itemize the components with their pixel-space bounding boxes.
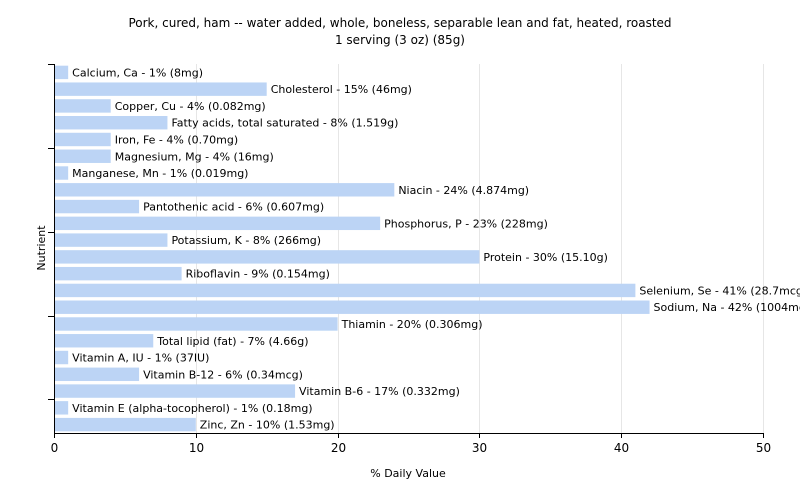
bar [55,166,69,180]
bar [55,350,69,365]
bar-label: Iron, Fe - 4% (0.70mg) [115,133,238,146]
bar [55,283,636,298]
x-tick-label: 50 [756,441,771,455]
bar [55,82,267,96]
bar [55,401,69,415]
bars-group: Calcium, Ca - 1% (8mg) Cholesterol - 15% … [55,65,800,432]
bar [55,199,140,214]
bar-label: Vitamin E (alpha-tocopherol) - 1% (0.18m… [72,402,312,415]
bar [55,65,69,80]
x-tick-label: 30 [472,441,487,455]
bar-label: Vitamin B-12 - 6% (0.34mcg) [143,368,303,381]
bar-label: Thiamin - 20% (0.306mg) [341,318,483,331]
x-tick-label: 20 [331,441,346,455]
bar [55,266,182,281]
bar [55,334,154,348]
bar-label: Total lipid (fat) - 7% (4.66g) [156,335,308,348]
x-tick-label: 40 [614,441,629,455]
bar [55,317,338,331]
bar-label: Manganese, Mn - 1% (0.019mg) [72,167,248,180]
bar-label: Vitamin B-6 - 17% (0.332mg) [299,385,460,398]
bar-label: Protein - 30% (15.10g) [483,251,608,264]
bar-label: Fatty acids, total saturated - 8% (1.519… [171,117,398,130]
bar-label: Copper, Cu - 4% (0.082mg) [115,100,266,113]
bar [55,384,296,398]
bar-label: Potassium, K - 8% (266mg) [171,234,321,247]
bar-label: Riboflavin - 9% (0.154mg) [186,268,330,281]
bar [55,216,381,231]
bar-label: Niacin - 24% (4.874mg) [398,184,529,197]
bar [55,149,111,163]
y-axis-label: Nutrient [35,225,48,271]
bar-label: Vitamin A, IU - 1% (37IU) [72,352,209,365]
bar-label: Cholesterol - 15% (46mg) [271,83,412,96]
bar [55,300,650,314]
bar-label: Magnesium, Mg - 4% (16mg) [115,150,274,163]
bar [55,367,140,382]
x-axis-label: % Daily Value [370,467,446,480]
bar [55,250,480,264]
grid-lines [196,64,764,433]
x-tick-label: 0 [51,441,59,455]
axes: 0 10 20 30 40 50 [48,64,771,455]
bar-label: Sodium, Na - 42% (1004mg) [654,301,800,314]
bar-label: Zinc, Zn - 10% (1.53mg) [200,419,335,432]
bar [55,132,111,147]
bar [55,417,196,432]
bar-label: Pantothenic acid - 6% (0.607mg) [143,201,324,214]
bar [55,99,111,113]
bar-label: Selenium, Se - 41% (28.7mcg) [639,284,800,297]
bar [55,183,395,197]
bar [55,233,168,247]
chart-subtitle: 1 serving (3 oz) (85g) [335,33,465,47]
x-tick-label: 10 [189,441,204,455]
bar-label: Phosphorus, P - 23% (228mg) [384,217,548,230]
bar [55,116,168,130]
bar-label: Calcium, Ca - 1% (8mg) [72,66,203,79]
chart-title: Pork, cured, ham -- water added, whole, … [128,16,671,30]
